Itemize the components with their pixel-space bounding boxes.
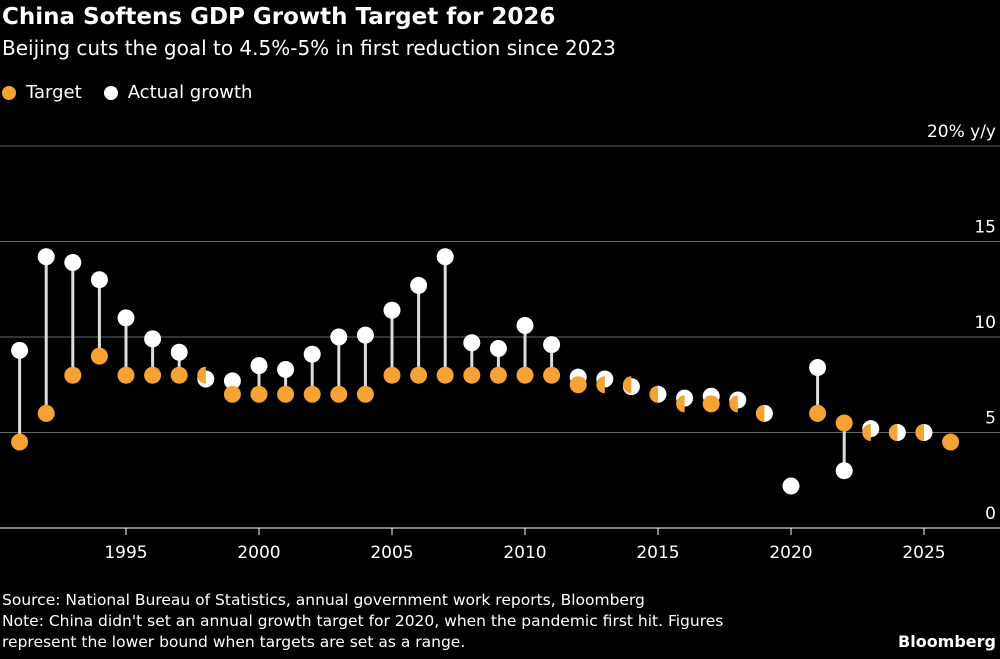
target-point	[596, 376, 605, 394]
footer: Source: National Bureau of Statistics, a…	[2, 590, 723, 653]
legend-label: Actual growth	[127, 82, 253, 103]
footnote: represent the lower bound when targets a…	[2, 633, 466, 651]
actual-point	[489, 339, 507, 357]
target-point	[144, 366, 162, 384]
source-note: Source: National Bureau of Statistics, a…	[2, 591, 645, 609]
chart-plot: 0 5 10 15 20% y/y 1995 2000 2005 2010 2015 2020 202…	[0, 122, 1000, 563]
actual-point	[117, 309, 135, 327]
target-point	[410, 366, 428, 384]
actual-point	[223, 372, 241, 390]
actual-point	[516, 317, 534, 335]
legend-item-target: Target	[2, 82, 82, 103]
y-tick-label: 10	[974, 313, 996, 333]
actual-point	[410, 276, 428, 294]
legend-item-actual: Actual growth	[103, 82, 253, 103]
actual-point	[463, 334, 481, 352]
target-point	[729, 395, 738, 413]
target-point	[356, 385, 374, 403]
x-tick-label: 2015	[636, 543, 679, 563]
target-point	[303, 385, 321, 403]
legend-label: Target	[26, 82, 82, 103]
target-point	[649, 385, 658, 403]
actual-point	[90, 271, 108, 289]
x-tick-label: 2010	[503, 543, 546, 563]
x-tick-label: 2020	[769, 543, 812, 563]
actual-point	[170, 343, 188, 361]
x-tick-label: 1995	[104, 543, 147, 563]
target-point	[543, 366, 561, 384]
actual-point	[835, 462, 853, 480]
target-point	[383, 366, 401, 384]
target-point	[90, 347, 108, 365]
target-point	[117, 366, 135, 384]
actual-point	[37, 248, 55, 266]
footnote: Note: China didn't set an annual growth …	[2, 612, 724, 630]
y-tick-label: 0	[985, 504, 996, 524]
target-point	[862, 424, 871, 441]
chart-subtitle: Beijing cuts the goal to 4.5%-5% in firs…	[2, 36, 616, 60]
target-point	[463, 366, 481, 384]
x-tick-label: 2025	[902, 543, 945, 563]
target-point	[942, 433, 960, 451]
target-point	[37, 404, 55, 422]
x-tick-label: 2005	[370, 543, 413, 563]
actual-point	[809, 359, 827, 377]
target-point	[755, 404, 765, 422]
actual-point	[330, 328, 348, 346]
bloomberg-logo: Bloomberg	[898, 632, 996, 651]
legend-swatch-actual	[103, 85, 118, 100]
target-point	[489, 366, 507, 384]
target-point	[809, 404, 827, 422]
target-point	[676, 395, 685, 413]
chart-title: China Softens GDP Growth Target for 2026	[2, 4, 556, 30]
actual-point	[383, 301, 401, 319]
actual-point	[250, 357, 268, 375]
target-point	[835, 414, 853, 432]
actual-point	[64, 254, 82, 272]
y-tick-label: 15	[974, 218, 996, 238]
target-point	[170, 366, 188, 384]
target-point	[223, 385, 241, 403]
legend-swatch-target	[2, 85, 16, 100]
target-point	[569, 376, 587, 394]
actual-point	[782, 477, 800, 495]
target-point	[250, 385, 268, 403]
target-point	[277, 385, 295, 403]
actual-point	[277, 360, 295, 378]
target-point	[64, 366, 82, 384]
actual-point	[543, 336, 561, 354]
target-point	[888, 424, 898, 441]
target-point	[197, 366, 206, 384]
y-tick-label: 5	[985, 409, 996, 429]
target-point	[702, 395, 720, 413]
actual-point	[11, 341, 29, 359]
target-point	[622, 376, 632, 394]
y-tick-label: 20% y/y	[927, 122, 996, 142]
actual-point	[303, 345, 321, 363]
target-point	[330, 385, 348, 403]
actual-point	[356, 326, 374, 344]
actual-point	[144, 330, 162, 348]
actual-point	[436, 248, 454, 266]
x-tick-label: 2000	[237, 543, 280, 563]
target-point	[915, 424, 924, 441]
target-point	[11, 433, 29, 451]
target-point	[436, 366, 454, 384]
legend: Target Actual growth	[2, 82, 274, 103]
target-point	[516, 366, 534, 384]
